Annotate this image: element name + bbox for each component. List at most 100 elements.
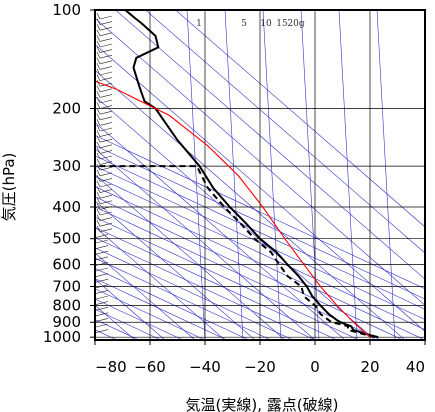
y-tick-label: 700 <box>52 278 81 296</box>
dewpoint-line <box>95 165 376 339</box>
wind-barb-flag <box>96 124 101 132</box>
wind-barb-flag <box>96 96 101 104</box>
y-tick-label: 100 <box>52 1 81 19</box>
wind-barb-flag <box>96 220 101 227</box>
thermodynamic-background-lines <box>95 10 425 340</box>
x-axis-ticks: −80 −60 −40 −20 0 20 40 <box>94 340 426 376</box>
wind-barb-flag <box>96 91 101 98</box>
wind-barb-flag <box>96 24 101 31</box>
y-tick-label: 500 <box>52 230 81 248</box>
wind-barb <box>99 166 113 171</box>
wind-barb-flag <box>96 57 101 64</box>
wind-barb-flag <box>96 197 101 204</box>
moist-adiabat-line <box>175 10 425 228</box>
wind-barb <box>99 155 113 160</box>
mixing-ratio-labels: 1 5 10 15 20g <box>196 19 305 29</box>
wind-barb <box>99 172 113 177</box>
wind-barb-flag <box>96 208 101 216</box>
dry-adiabat-line <box>95 206 382 340</box>
wind-barb <box>99 49 113 53</box>
moist-adiabat-line <box>95 252 196 340</box>
wind-barb-flag <box>96 186 101 193</box>
wind-barb <box>95 329 109 333</box>
mixing-ratio-line <box>186 10 206 340</box>
wind-barb-flag <box>96 63 101 70</box>
moist-adiabat-line <box>115 10 425 280</box>
wind-barb <box>95 250 109 255</box>
wind-barb-flag <box>96 180 101 188</box>
wind-barb <box>99 15 113 20</box>
x-tick-label: −80 <box>95 358 127 376</box>
mixing-ratio-line <box>376 10 396 340</box>
mixing-ratio-line <box>224 10 244 340</box>
wind-barb <box>99 110 113 115</box>
wind-barb <box>99 66 113 70</box>
series-layer <box>95 10 379 339</box>
wind-barb <box>99 161 113 165</box>
wind-barb <box>99 189 113 193</box>
wind-barb-flag <box>96 164 101 171</box>
moist-adiabat-line <box>95 70 406 340</box>
wind-barb-flag <box>96 18 101 25</box>
x-tick-label: −20 <box>244 358 276 376</box>
wind-barb <box>99 200 113 205</box>
wind-barb <box>99 88 113 93</box>
mixing-ratio-label: 5 <box>241 19 247 29</box>
wind-barb-flag <box>96 68 101 76</box>
parcel-line <box>95 80 371 338</box>
wind-barb-flag <box>96 169 101 176</box>
wind-barb <box>99 217 113 221</box>
dry-adiabat-line <box>95 237 316 340</box>
wind-barb <box>99 54 113 59</box>
dry-adiabat-line <box>95 135 425 290</box>
wind-barb-flag <box>96 130 101 137</box>
wind-barb <box>99 122 113 126</box>
dry-adiabat-line <box>95 216 360 340</box>
wind-barb-flag <box>96 74 101 81</box>
wind-barb-flag <box>96 113 101 120</box>
wind-barb-flag <box>96 225 101 232</box>
wind-barb <box>99 77 113 81</box>
wind-barb <box>99 116 113 121</box>
wind-barb-flag <box>96 147 101 154</box>
y-tick-label: 300 <box>52 157 81 175</box>
wind-barb <box>99 99 113 104</box>
x-tick-label: 40 <box>406 358 425 376</box>
wind-barb-flag <box>96 152 101 160</box>
dry-adiabat-line <box>95 155 425 310</box>
wind-barb-flag <box>96 85 101 92</box>
wind-barb <box>99 94 113 98</box>
wind-barb <box>99 127 113 132</box>
mixing-ratio-line <box>300 10 320 340</box>
wind-barb <box>95 306 109 311</box>
wind-barb <box>99 206 113 210</box>
dry-adiabat-line <box>95 278 228 340</box>
mixing-ratio-label: 15 <box>276 19 288 29</box>
dry-adiabat-line <box>95 257 272 340</box>
wind-barb <box>95 278 109 283</box>
dry-adiabat-line <box>95 175 425 331</box>
moist-adiabat-line <box>95 226 226 340</box>
wind-barb <box>99 138 113 143</box>
mixing-ratio-line <box>262 10 282 340</box>
x-tick-label: −40 <box>189 358 221 376</box>
wind-barb-flag <box>96 102 101 109</box>
dry-adiabat-line <box>95 196 404 340</box>
wind-barb-flag <box>96 141 101 148</box>
wind-barb-flag <box>96 29 101 36</box>
wind-barb <box>95 284 109 289</box>
y-axis-title: 気圧(hPa) <box>0 153 18 222</box>
wind-barb <box>99 43 113 48</box>
wind-barb <box>95 267 109 272</box>
wind-barb <box>95 290 109 294</box>
wind-barb <box>99 32 113 37</box>
wind-barb-flag <box>96 12 101 20</box>
moist-adiabat-line <box>95 96 376 340</box>
grid <box>94 9 426 340</box>
temperature-line <box>124 10 379 339</box>
moist-adiabat-line <box>95 148 316 340</box>
mixing-ratio-label: 20g <box>287 19 304 29</box>
moist-adiabat-line <box>95 122 346 340</box>
mixing-ratio-line <box>338 10 358 340</box>
